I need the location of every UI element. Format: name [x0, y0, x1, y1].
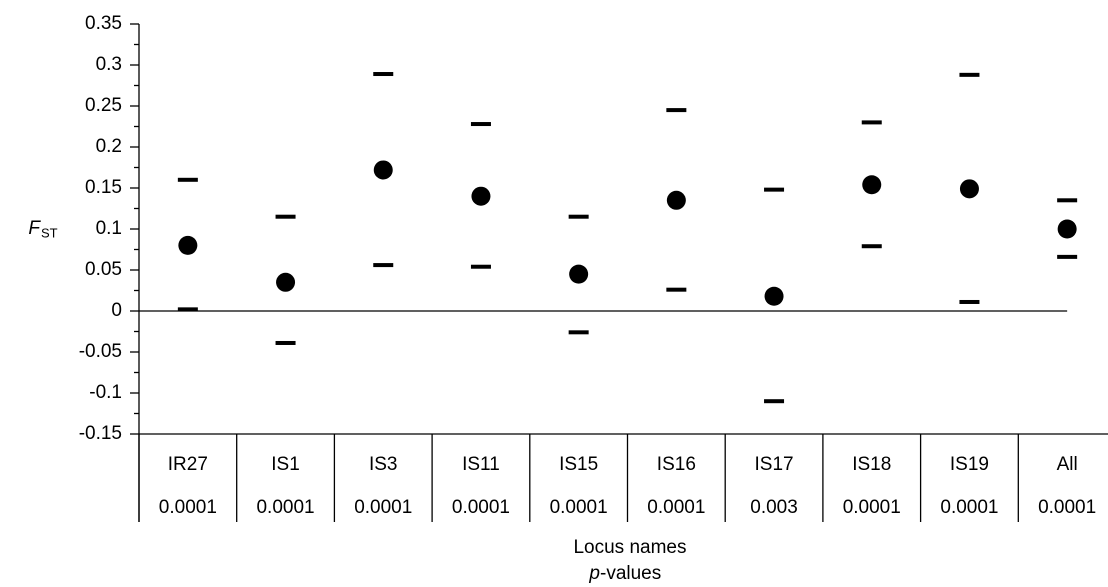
x-tick-label: IS17: [755, 454, 794, 475]
x-tick-label: IS11: [462, 454, 500, 475]
p-value: 0.0001: [159, 497, 217, 518]
x-tick-label: IS16: [657, 454, 696, 475]
p-value: 0.0001: [354, 497, 412, 518]
point: [764, 286, 784, 306]
x-tick-label: IS18: [852, 454, 891, 475]
x-tick-label: IS3: [369, 454, 398, 475]
y-tick-label: 0.35: [85, 13, 122, 34]
upper-bound: [861, 120, 882, 125]
y-axis-label-sub: ST: [41, 225, 58, 240]
y-tick-label: 0.25: [85, 95, 122, 116]
y-tick-label: 0.3: [96, 54, 122, 75]
upper-bound: [568, 214, 589, 219]
y-axis-label: F: [28, 218, 41, 239]
p-value: 0.0001: [1038, 497, 1096, 518]
lower-bound: [373, 263, 394, 268]
y-tick-label: -0.05: [79, 341, 122, 362]
p-value: 0.0001: [452, 497, 510, 518]
upper-bound: [275, 214, 296, 219]
p-value: 0.0001: [550, 497, 608, 518]
x-tick-label: All: [1057, 454, 1078, 475]
point: [1057, 219, 1077, 239]
point: [959, 179, 979, 199]
x-tick-label: IS1: [271, 454, 300, 475]
y-tick-label: 0.2: [96, 136, 122, 157]
y-tick-label: -0.15: [79, 423, 122, 444]
x-tick-label: IR27: [168, 454, 208, 475]
y-tick-label: 0.05: [85, 259, 122, 280]
p-value: 0.0001: [647, 497, 705, 518]
point: [862, 175, 882, 195]
upper-bound: [177, 177, 198, 182]
lower-bound: [861, 244, 882, 249]
p-value: 0.0001: [256, 497, 314, 518]
point: [178, 235, 198, 255]
x-tick-label: IS19: [950, 454, 989, 475]
point: [569, 264, 589, 284]
p-value: 0.0001: [940, 497, 998, 518]
lower-bound: [764, 399, 785, 404]
y-tick-label: 0.1: [96, 218, 122, 239]
lower-bound: [177, 307, 198, 312]
y-tick-label: -0.1: [89, 382, 122, 403]
point: [373, 160, 393, 180]
lower-bound: [568, 330, 589, 335]
x-axis-label: Locus names: [573, 537, 686, 558]
y-tick-label: 0.15: [85, 177, 122, 198]
p-value: 0.003: [750, 497, 798, 518]
upper-bound: [470, 122, 491, 127]
p-value: 0.0001: [843, 497, 901, 518]
upper-bound: [373, 72, 394, 77]
x-tick-label: IS15: [559, 454, 598, 475]
upper-bound: [1057, 198, 1078, 203]
y-tick-label: 0: [111, 300, 122, 321]
lower-bound: [470, 264, 491, 269]
upper-bound: [764, 187, 785, 192]
lower-bound: [1057, 254, 1078, 259]
point: [276, 272, 296, 292]
x-axis-label-2: -values: [600, 563, 661, 584]
point: [471, 186, 491, 206]
upper-bound: [666, 108, 687, 113]
point: [666, 190, 686, 210]
x-axis-label-italic: p: [588, 563, 600, 584]
lower-bound: [666, 287, 687, 292]
lower-bound: [959, 299, 980, 304]
upper-bound: [959, 72, 980, 77]
lower-bound: [275, 340, 296, 345]
